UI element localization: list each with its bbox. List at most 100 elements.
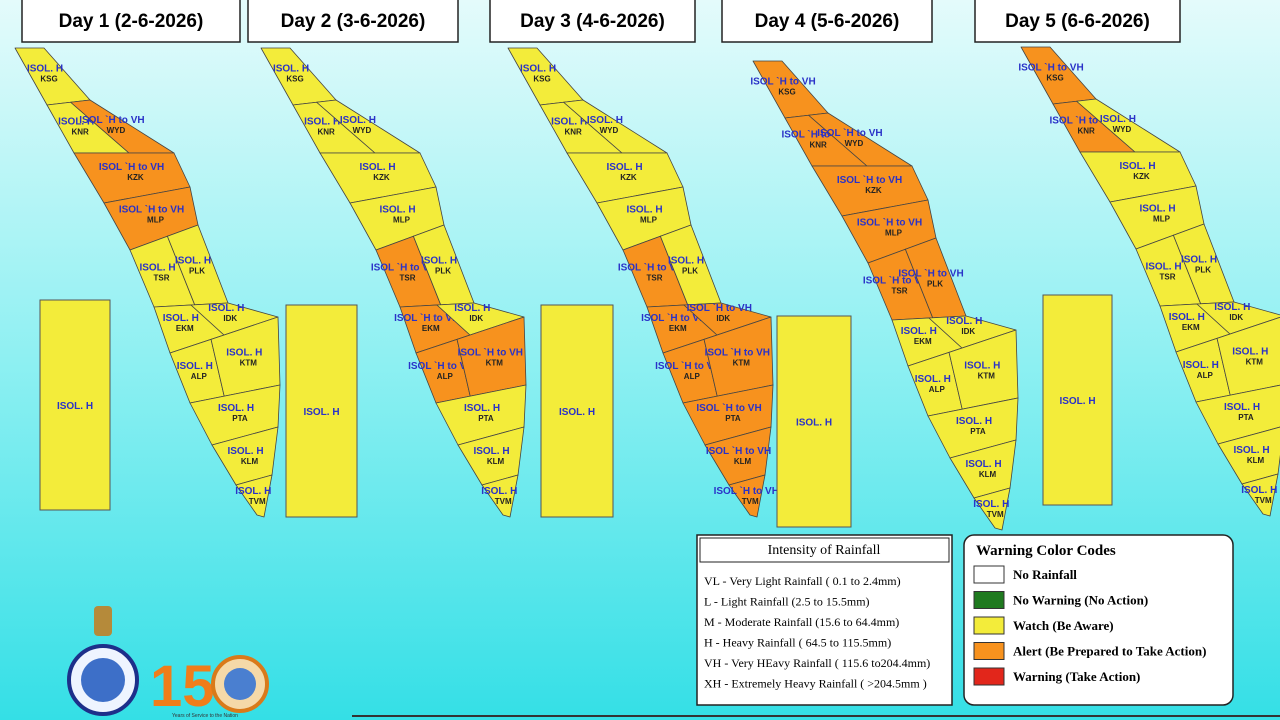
district-code: KSG [286,74,303,83]
district-warning: ISOL. H [1139,203,1175,214]
district-code: MLP [885,228,903,237]
district-code: TSR [892,287,908,296]
warning-legend: Warning Color Codes No Rainfall No Warnin… [963,534,1234,706]
district-code: TVM [1255,496,1272,505]
district-code: KSG [533,74,550,83]
title-box [247,0,459,43]
district-code: TVM [495,497,512,506]
district-warning: ISOL. H [1233,445,1269,456]
legend-title: Warning Color Codes [976,543,1116,559]
district-code: MLP [147,215,165,224]
district-warning: ISOL. H [235,486,271,497]
district-code: KNR [564,127,582,136]
legend-item: No Rainfall [1013,567,1077,582]
district-warning: ISOL. H [964,360,1000,371]
district-warning: ISOL. H [626,204,662,215]
district [1241,473,1279,517]
district-warning: ISOL `H to VH [408,361,473,372]
district-warning: ISOL `H to VH [641,313,706,324]
district-warning: ISOL `H to VH [371,263,436,274]
district-warning: ISOL. H [1119,161,1155,172]
district-warning: ISOL `H to VH [863,276,928,287]
lakshadweep [776,315,852,528]
district-code: KTM [1246,357,1264,366]
title-box [21,0,241,43]
title-box [974,0,1181,43]
lakshadweep-warning: ISOL. H [57,401,93,412]
intensity-legend: Intensity of Rainfall VL - Very Light Ra… [696,534,953,706]
district-code: MLP [640,215,658,224]
district-code: KZK [865,186,882,195]
district-code: PTA [970,427,986,436]
district-warning: ISOL. H [1232,346,1268,357]
district-warning: ISOL `H to VH [714,486,779,497]
district [1195,384,1280,445]
logo-globe [224,668,256,700]
district-code: TVM [249,497,266,506]
district-warning: ISOL `H to VH [79,115,144,126]
district-code: KTM [733,358,751,367]
district-code: EKM [1182,323,1200,332]
district-warning: ISOL. H [473,446,509,457]
district-warning: ISOL `H to VH [1018,62,1083,73]
district-warning: ISOL. H [1145,262,1181,273]
district-warning: ISOL. H [606,162,642,173]
district-warning: ISOL. H [304,116,340,127]
legend-header-box [699,537,950,563]
legend-items: VL - Very Light Rainfall ( 0.1 to 2.4mm)… [704,574,930,691]
logo-tagline: Years of Service to the Nation [172,713,238,719]
district-code: IDK [469,314,483,323]
legend-item: Warning (Take Action) [1013,669,1140,684]
district-code: WYD [107,126,126,135]
district-code: KLM [734,457,752,466]
district-code: TVM [742,497,759,506]
district-code: IDK [1229,313,1243,322]
title-box [489,0,696,43]
district-warning: ISOL `H to VH [857,217,922,228]
district-code: KZK [620,173,637,182]
district-code: ALP [191,372,208,381]
district-code: TVM [987,510,1004,519]
district-warning: ISOL `H to VH [458,347,523,358]
district-warning: ISOL. H [520,63,556,74]
district-warning: ISOL. H [464,403,500,414]
color-swatch [973,591,1005,609]
district-code: PTA [478,414,494,423]
district-code: TSR [400,274,416,283]
district-warning: ISOL. H [1183,360,1219,371]
legend-item: H - Heavy Rainfall ( 64.5 to 115.5mm) [704,636,891,650]
district-code: TSR [154,274,170,283]
district-warning: ISOL. H [965,459,1001,470]
anniversary-logo: 150 Years of Service to the Nation [150,654,269,719]
lakshadweep-warning: ISOL. H [303,407,339,418]
district-code: MLP [1153,214,1171,223]
district-code: PLK [682,266,698,275]
legend-item: VL - Very Light Rainfall ( 0.1 to 2.4mm) [704,574,901,588]
district-code: IDK [961,327,975,336]
district-code: WYD [600,126,619,135]
lakshadweep [39,299,111,511]
district-warning: ISOL. H [1214,302,1250,313]
district-warning: ISOL. H [1241,485,1277,496]
color-swatch [973,616,1005,635]
district-warning: ISOL `H to VH [99,162,164,173]
color-swatch [973,667,1005,686]
district-warning: ISOL. H [901,326,937,337]
district-warning: ISOL. H [273,63,309,74]
legend-box [696,534,953,706]
district-warning: ISOL `H to VH [750,76,815,87]
district-code: KLM [979,470,997,479]
district-code: EKM [422,324,440,333]
title-box [721,0,933,43]
district-code: ALP [437,372,454,381]
district-code: WYD [1113,125,1132,134]
district-code: TSR [1160,273,1176,282]
legend-title: Intensity of Rainfall [768,543,881,558]
district [1196,301,1280,335]
district-code: KZK [1133,172,1150,181]
